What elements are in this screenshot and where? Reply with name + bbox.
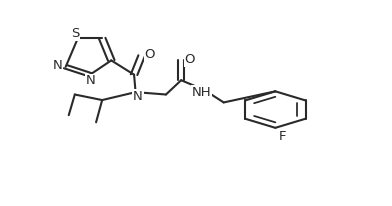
Text: NH: NH [192,86,211,99]
Text: F: F [279,130,287,143]
Text: O: O [184,53,195,66]
Text: N: N [133,90,143,103]
Text: N: N [86,74,96,87]
Text: O: O [145,48,155,61]
Text: S: S [71,27,80,40]
Text: N: N [52,60,62,73]
